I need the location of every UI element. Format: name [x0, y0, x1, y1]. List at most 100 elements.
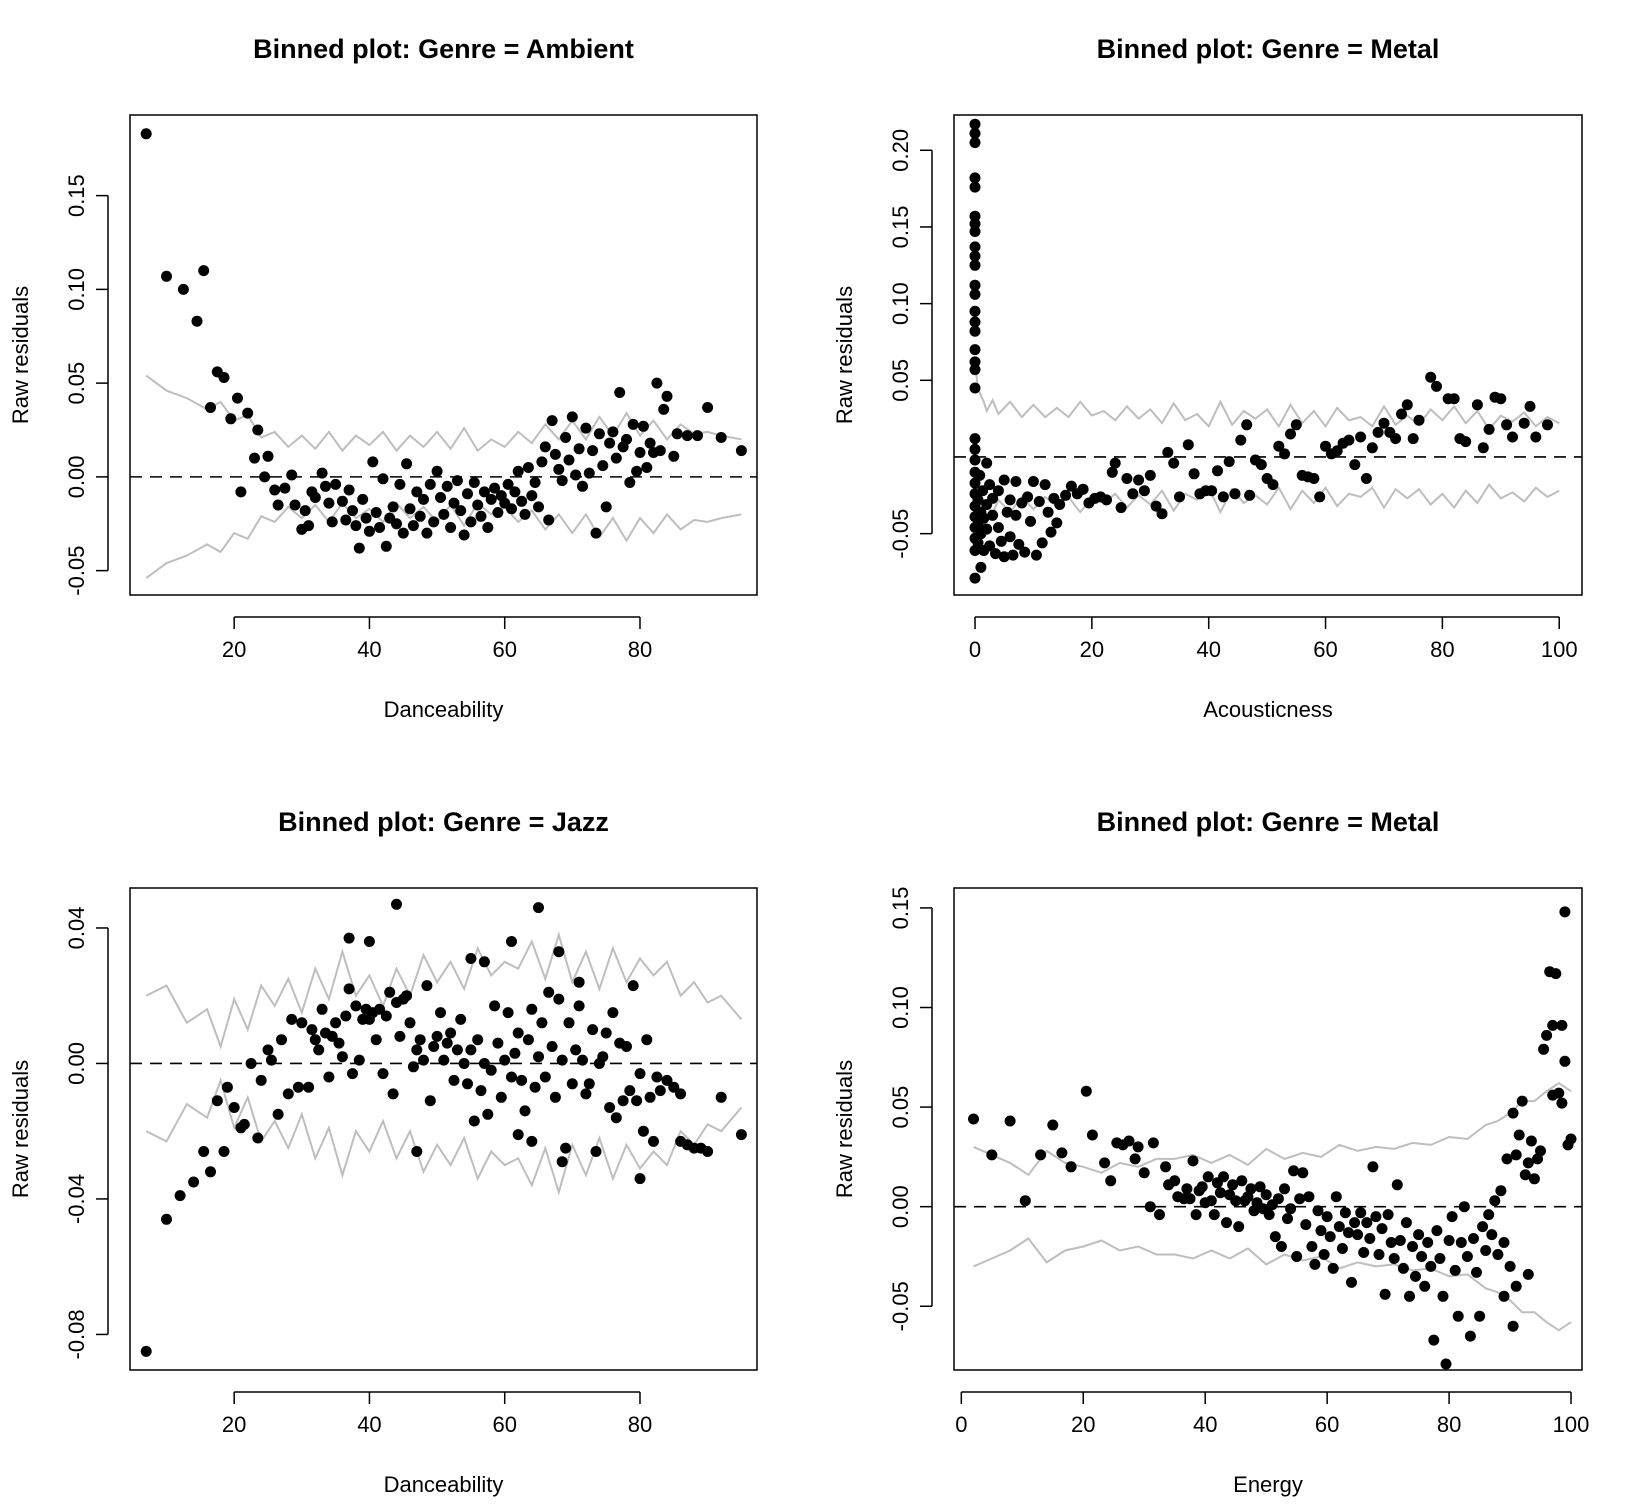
data-point	[1355, 1207, 1367, 1219]
data-point	[1314, 491, 1326, 503]
data-point	[675, 1088, 687, 1100]
x-tick-label: 60	[492, 637, 516, 662]
data-point	[590, 527, 602, 539]
data-point	[573, 443, 585, 455]
data-point	[343, 484, 355, 496]
data-point	[614, 387, 626, 398]
band-upper-line	[145, 374, 742, 453]
data-point	[1267, 479, 1279, 491]
data-point	[431, 465, 443, 477]
data-point	[543, 986, 555, 998]
data-point	[1229, 488, 1241, 500]
data-point	[1565, 1133, 1577, 1145]
data-point	[428, 1041, 440, 1052]
data-point	[1042, 506, 1054, 518]
data-point	[1498, 1290, 1510, 1302]
data-point	[1244, 489, 1256, 501]
data-point	[1388, 1253, 1400, 1264]
data-point	[435, 492, 446, 503]
data-point	[320, 480, 331, 492]
panel-1: Binned plot: Genre = Ambient 20 40 60 80 Danc…	[8, 34, 758, 722]
data-point	[1188, 468, 1200, 480]
data-point	[140, 1345, 152, 1357]
data-point	[583, 1078, 595, 1090]
data-point	[1279, 1183, 1290, 1195]
y-tick-label: 0.05	[888, 359, 913, 402]
y-tick-label: -0.05	[888, 1281, 913, 1331]
data-point	[1525, 1135, 1537, 1147]
data-point	[1471, 1266, 1482, 1278]
data-point	[177, 283, 189, 295]
data-point	[1324, 1231, 1336, 1243]
data-point	[553, 463, 565, 475]
data-point	[1448, 393, 1460, 405]
data-point	[516, 495, 528, 507]
data-point	[262, 1044, 274, 1056]
data-point	[533, 902, 544, 914]
y-tick-label: 0.00	[888, 1185, 913, 1228]
data-point	[292, 1081, 304, 1093]
data-point	[1285, 1203, 1297, 1215]
panel-title: Binned plot: Genre = Ambient	[253, 34, 634, 64]
data-point	[1306, 1241, 1318, 1252]
data-point	[1004, 1115, 1016, 1127]
data-point	[353, 542, 365, 554]
data-point	[404, 503, 416, 515]
data-point	[188, 1176, 200, 1188]
data-point	[512, 1027, 524, 1039]
data-point	[1401, 399, 1413, 411]
data-point	[702, 1146, 714, 1157]
data-point	[981, 457, 993, 469]
data-point	[1039, 479, 1051, 491]
data-point	[1349, 1217, 1361, 1229]
data-point	[411, 1146, 423, 1157]
data-point	[627, 418, 639, 430]
data-point	[992, 522, 1004, 533]
data-point	[519, 1105, 531, 1117]
data-point	[1507, 1107, 1519, 1119]
data-point	[1132, 1141, 1144, 1153]
data-point	[1235, 434, 1247, 446]
data-point	[279, 482, 291, 494]
data-point	[543, 514, 555, 526]
data-point	[526, 1003, 538, 1015]
data-point	[600, 1027, 612, 1039]
band-upper-line	[973, 1082, 1572, 1177]
data-point	[374, 522, 386, 533]
data-point	[1361, 1217, 1373, 1229]
data-point	[978, 512, 990, 524]
data-point	[1400, 1217, 1412, 1229]
data-point	[424, 478, 436, 490]
data-point	[968, 1113, 979, 1125]
data-point	[641, 462, 653, 473]
data-point	[607, 426, 619, 438]
data-point	[1507, 431, 1518, 443]
data-point	[478, 956, 490, 968]
data-point	[1528, 1173, 1540, 1185]
data-point	[998, 474, 1010, 486]
data-point	[1449, 1264, 1461, 1276]
data-point	[631, 465, 643, 477]
data-points	[140, 128, 747, 554]
data-point	[1422, 1237, 1434, 1248]
data-point	[401, 458, 413, 470]
data-points	[140, 898, 747, 1357]
data-point	[661, 390, 673, 402]
data-point	[546, 415, 558, 427]
data-point	[1431, 1225, 1443, 1237]
data-point	[1221, 1217, 1232, 1229]
data-point	[1471, 399, 1483, 411]
data-point	[1547, 1019, 1559, 1031]
data-point	[1230, 1195, 1242, 1207]
y-tick-label: 0.15	[64, 174, 89, 217]
data-point	[303, 1081, 315, 1093]
data-point	[1327, 1262, 1339, 1274]
data-point	[445, 522, 457, 533]
data-point	[519, 508, 531, 520]
data-point	[1522, 1268, 1534, 1280]
data-point	[1495, 1185, 1507, 1197]
y-tick-label: 0.15	[888, 887, 913, 930]
data-point	[1460, 436, 1472, 448]
data-point	[1367, 1161, 1379, 1173]
plot-frame	[953, 114, 1583, 596]
